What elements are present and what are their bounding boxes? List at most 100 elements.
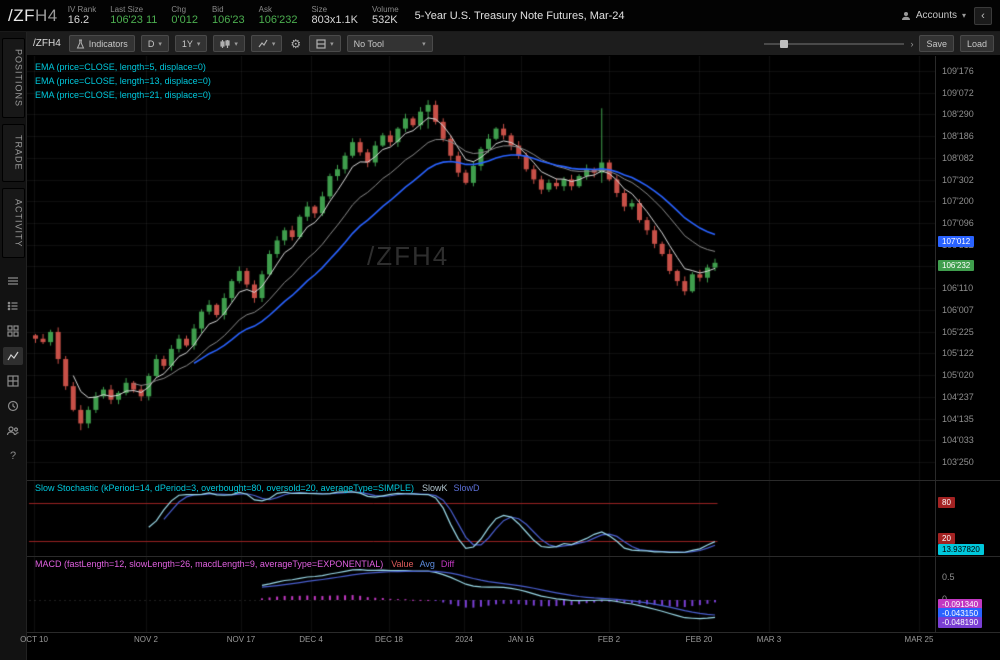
save-button[interactable]: Save (919, 35, 954, 52)
toolbar-symbol: /ZFH4 (33, 38, 61, 49)
accounts-label: Accounts (915, 10, 957, 21)
time-label: DEC 4 (299, 635, 323, 644)
chart-toolbar: /ZFH4 Indicators D ▾ 1Y ▾ ▾ ▾ ⚙ ▾ No Tool ▾ (27, 32, 1000, 56)
stochastic-badge: 80 (938, 497, 955, 508)
price-label: 104'033 (942, 435, 974, 446)
ema5-legend: EMA (price=CLOSE, length=5, displace=0) (35, 62, 206, 72)
collapse-panel-button[interactable]: ‹ (974, 6, 992, 25)
line-style-icon (258, 39, 268, 47)
slowd-legend: SlowD (453, 483, 480, 493)
macd-badge: -0.091340 (938, 599, 983, 610)
price-axis[interactable]: 109'176 109'072 108'290 108'186 108'082 107'3… (935, 56, 1000, 646)
users-icon[interactable] (3, 422, 23, 440)
price-label: 103'250 (942, 456, 974, 467)
charts-icon[interactable] (3, 347, 23, 366)
timeframe-dropdown[interactable]: D ▾ (140, 35, 169, 52)
macd-badge: -0.043150 (938, 608, 983, 619)
price-label: 107'096 (942, 218, 974, 229)
tab-positions[interactable]: POSITIONS (1, 38, 25, 119)
chevron-down-icon: ▾ (271, 40, 276, 48)
main-chart-canvas[interactable] (27, 56, 935, 480)
load-button[interactable]: Load (959, 35, 994, 52)
time-label: NOV 17 (226, 635, 256, 644)
menu-icon[interactable] (3, 272, 23, 290)
last-price-badge: 106'232 (938, 260, 975, 271)
time-label: FEB 2 (597, 635, 621, 644)
chart-area: EMA (price=CLOSE, length=5, displace=0) … (20, 56, 1000, 660)
price-label: 107'302 (942, 174, 974, 185)
chart-type-dropdown[interactable]: ▾ (213, 35, 245, 52)
chevron-down-icon: ▾ (196, 40, 201, 48)
contract-title: 5-Year U.S. Treasury Note Futures, Mar-2… (414, 9, 625, 22)
time-label: JAN 16 (507, 635, 535, 644)
chevron-down-icon: ▾ (330, 40, 334, 48)
stochastic-header: Slow Stochastic (kPeriod=14, dPeriod=3, … (35, 483, 480, 493)
drawing-tool-dropdown[interactable]: No Tool ▾ (346, 35, 433, 52)
stat-last-size: Last Size 106'23 11 (110, 4, 158, 26)
panel-divider (27, 632, 1000, 633)
slider-handle[interactable] (780, 40, 789, 48)
tab-trade[interactable]: TRADE (1, 124, 25, 182)
chart-style-dropdown[interactable]: ▾ (250, 35, 283, 52)
macd-canvas[interactable] (27, 556, 935, 632)
compare-icon (316, 38, 326, 49)
ema21-price-badge: 107'012 (938, 236, 975, 247)
time-label: MAR 3 (756, 635, 782, 644)
time-axis[interactable]: OCT 10 NOV 2 NOV 17 DEC 4 DEC 18 2024 JAN 16 FE… (20, 632, 1000, 646)
indicators-button[interactable]: Indicators (68, 35, 135, 52)
candlestick-icon (220, 39, 230, 48)
compare-dropdown[interactable]: ▾ (309, 35, 341, 52)
slider-arrow-icon[interactable]: › (910, 38, 914, 49)
macd-badge: -0.048190 (938, 617, 983, 628)
stat-volume: Volume 532K (371, 4, 399, 26)
panel-divider (27, 556, 1000, 557)
macd-value-legend: Value (391, 559, 414, 569)
price-label: 104'135 (942, 413, 974, 424)
time-label: MAR 25 (904, 635, 934, 644)
quote-stats: IV Rank 16.2 Last Size 106'23 11 Chg 0'012 Bid… (68, 5, 399, 27)
price-label: 108'290 (942, 109, 974, 120)
slowk-legend: SlowK (421, 483, 448, 493)
flask-icon (76, 39, 85, 48)
stochastic-badge: 13.937820 (938, 544, 984, 555)
symbol-watermark: /ZFH4 (367, 241, 450, 271)
time-label: DEC 18 (374, 635, 404, 644)
chevron-down-icon: ▾ (422, 40, 426, 48)
time-label: 2024 (455, 635, 473, 644)
price-label: 106'007 (942, 304, 974, 315)
apps-icon[interactable] (3, 322, 23, 340)
price-label: 109'072 (942, 87, 974, 98)
accounts-button[interactable]: Accounts ▾ (893, 7, 974, 24)
grid-icon[interactable] (3, 372, 23, 390)
time-label: OCT 10 (20, 635, 48, 644)
symbol-title: /ZFH4 (8, 5, 58, 25)
price-label: 107'200 (942, 196, 974, 207)
person-icon (901, 11, 910, 20)
price-label: 104'237 (942, 391, 974, 402)
header: /ZFH4 IV Rank 16.2 Last Size 106'23 11 Chg 0'… (0, 0, 1000, 32)
sidebar-icon-stack: ? (3, 272, 23, 465)
help-icon[interactable]: ? (9, 450, 17, 463)
history-clock-icon[interactable] (3, 397, 23, 415)
macd-tick: 0.5 (942, 572, 955, 582)
price-label: 106'110 (942, 283, 974, 294)
chevron-down-icon: ▾ (234, 40, 238, 48)
stochastic-canvas[interactable] (27, 480, 935, 556)
tab-activity[interactable]: ACTIVITY (1, 187, 25, 259)
time-zoom-slider[interactable] (764, 35, 905, 52)
ema21-legend: EMA (price=CLOSE, length=21, displace=0) (35, 90, 211, 100)
price-label: 109'176 (942, 66, 974, 76)
stat-bid: Bid 106'23 (211, 4, 245, 26)
time-label: FEB 20 (685, 635, 713, 644)
price-label: 105'225 (942, 326, 974, 337)
panel-divider (27, 480, 1000, 481)
range-dropdown[interactable]: 1Y ▾ (174, 35, 208, 52)
chevron-down-icon: ▾ (158, 40, 162, 48)
settings-gear-icon[interactable]: ⚙ (290, 36, 302, 51)
chart-gadget: /ZFH4 Indicators D ▾ 1Y ▾ ▾ ▾ ⚙ ▾ No Tool ▾ (20, 32, 1000, 660)
watchlist-icon[interactable] (3, 297, 23, 315)
macd-header: MACD (fastLength=12, slowLength=26, macd… (35, 559, 455, 569)
price-label: 105'020 (942, 370, 974, 381)
left-sidebar: POSITIONS TRADE ACTIVITY ? (0, 32, 27, 660)
